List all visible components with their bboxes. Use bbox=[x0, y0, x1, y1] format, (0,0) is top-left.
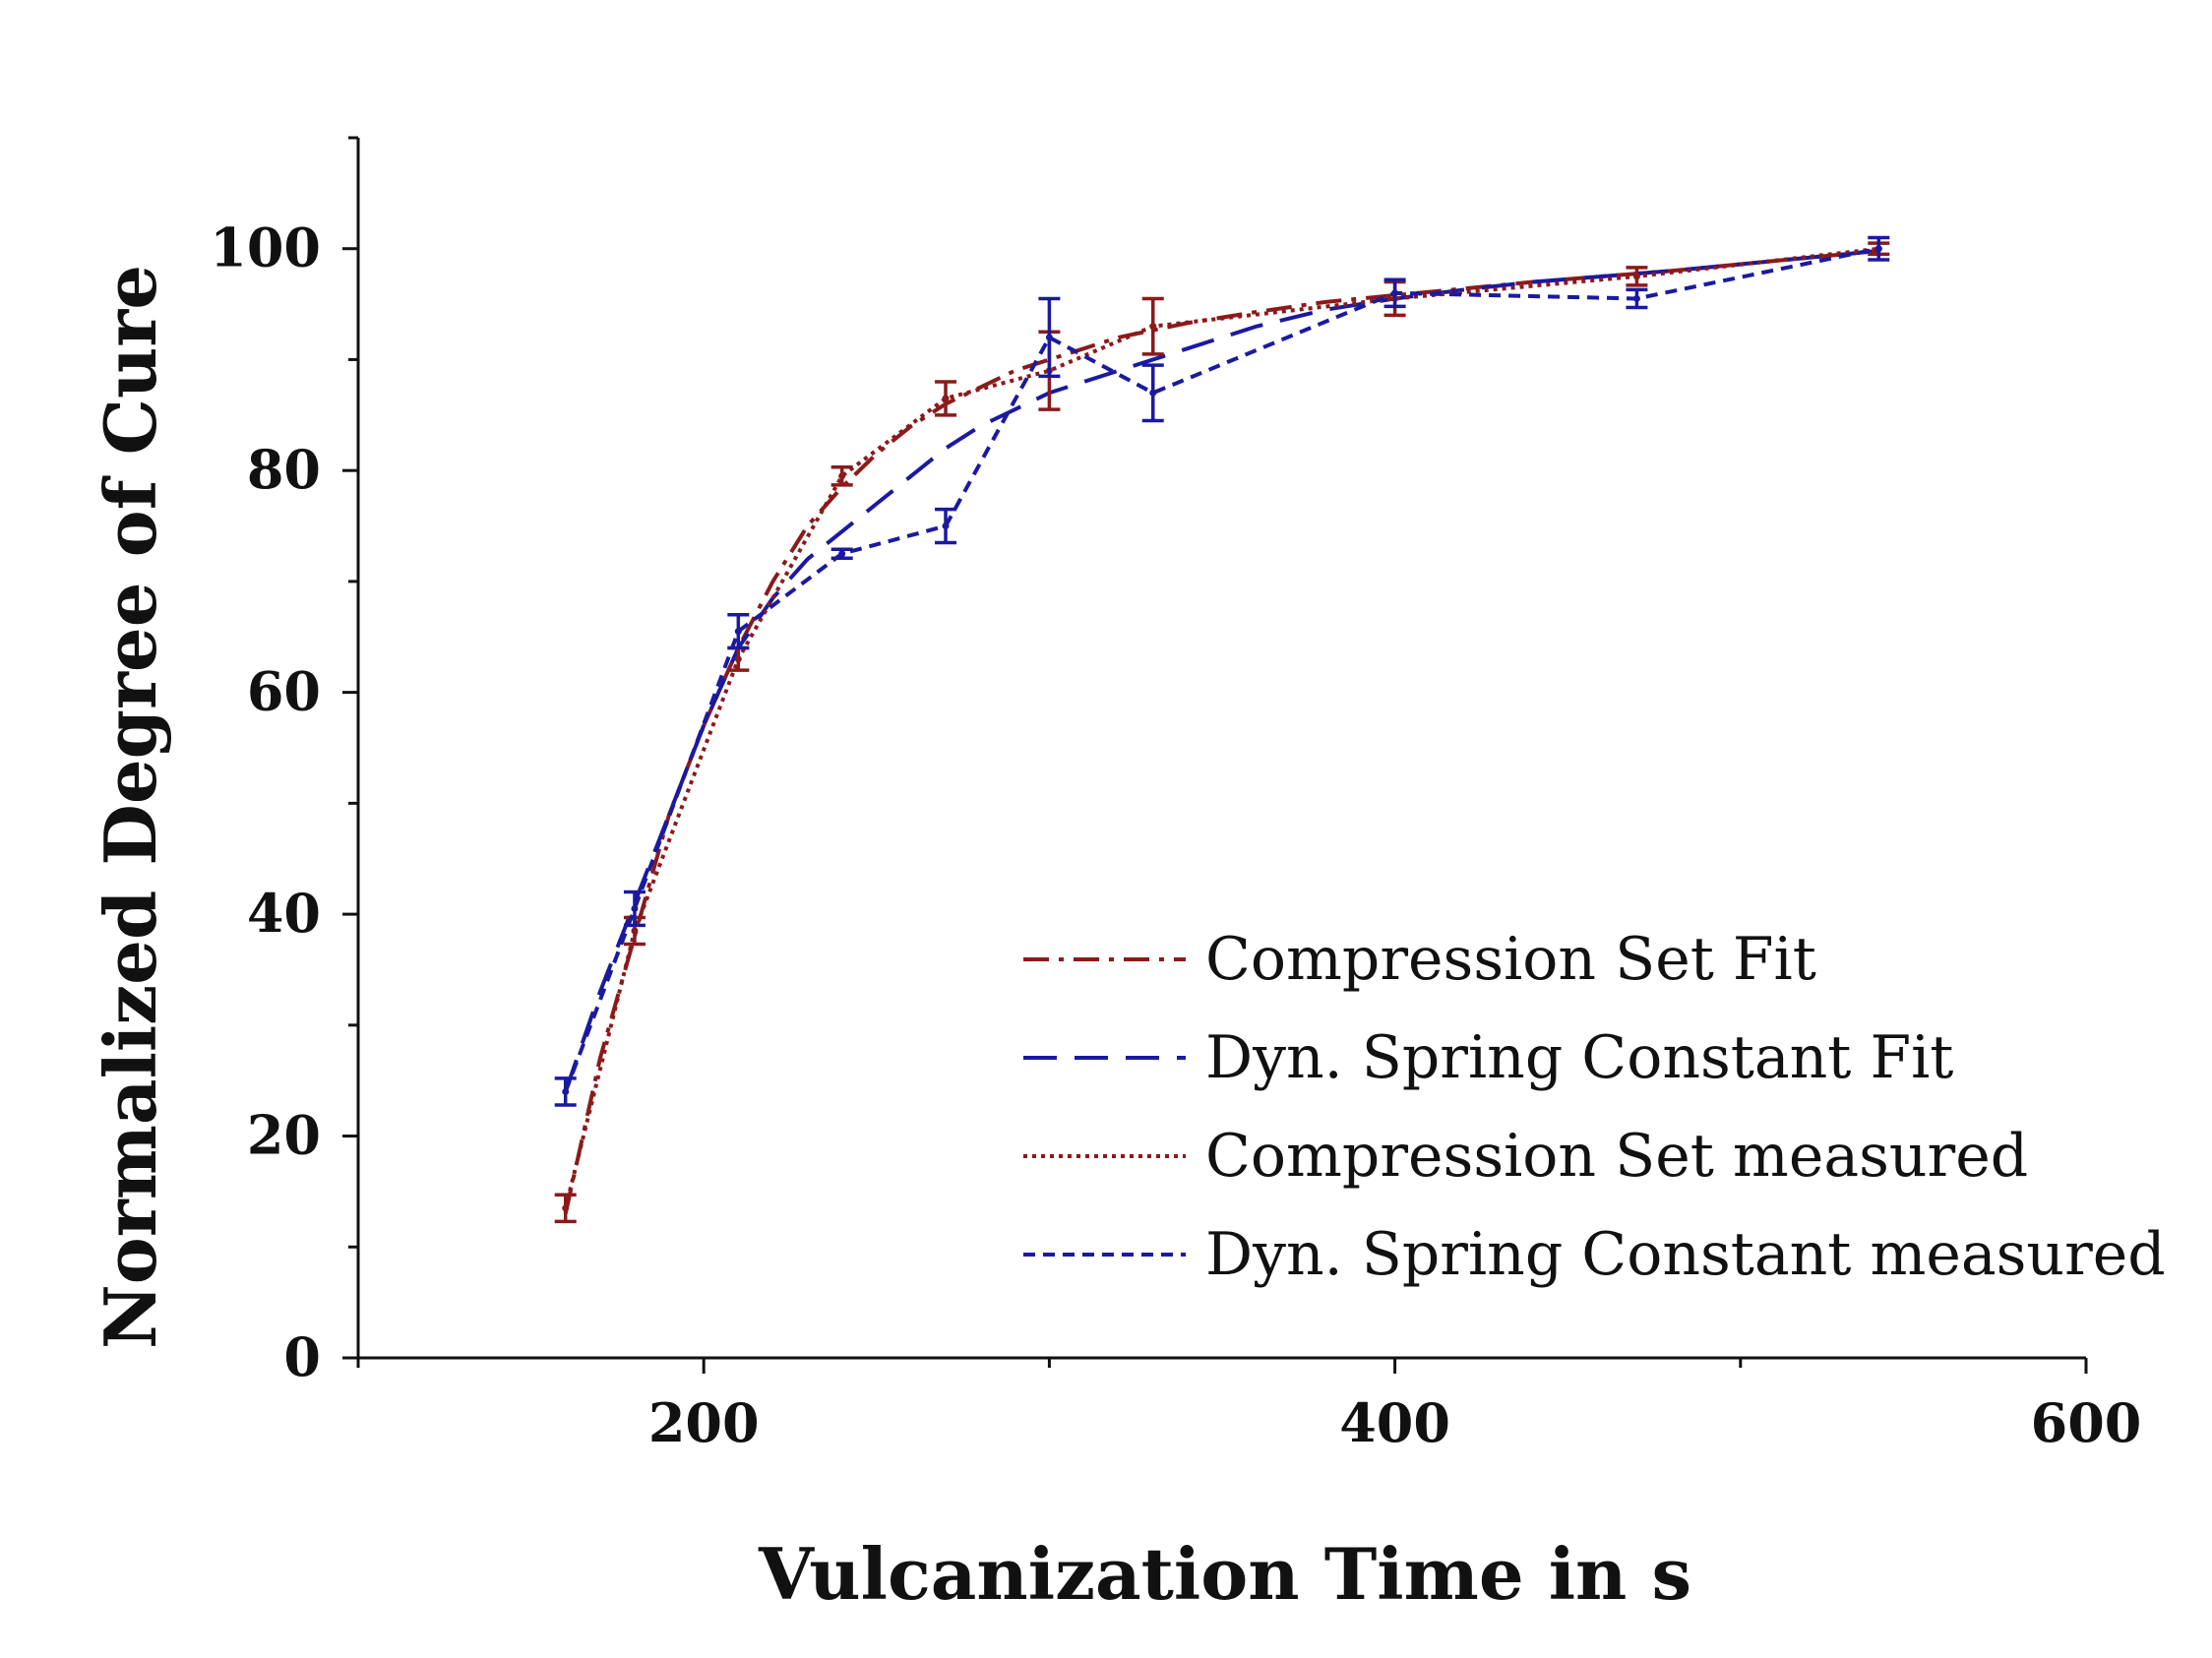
legend-item: Dyn. Spring Constant Fit bbox=[1023, 1023, 1953, 1092]
series-line bbox=[563, 246, 1879, 1093]
error-bar bbox=[830, 465, 853, 487]
legend-label: Dyn. Spring Constant Fit bbox=[1205, 1023, 1953, 1092]
data-point bbox=[1632, 273, 1640, 280]
data-point bbox=[838, 472, 846, 480]
error-bar bbox=[727, 612, 750, 650]
error-bar bbox=[1626, 287, 1648, 310]
data-point bbox=[1391, 289, 1399, 297]
data-point bbox=[562, 1204, 570, 1212]
x-tick-label: 600 bbox=[2031, 1391, 2142, 1454]
error-bar bbox=[623, 890, 645, 928]
error-bar bbox=[1038, 296, 1061, 379]
y-tick-label: 100 bbox=[210, 216, 321, 279]
y-tick-label: 40 bbox=[247, 882, 321, 945]
legend-item: Dyn. Spring Constant measured bbox=[1023, 1220, 2166, 1289]
error-bar bbox=[1383, 277, 1406, 309]
data-point bbox=[838, 550, 846, 558]
error-bar bbox=[554, 1076, 577, 1107]
y-tick-label: 80 bbox=[247, 438, 321, 501]
legend-item: Compression Set measured bbox=[1023, 1122, 2028, 1191]
data-point bbox=[562, 1087, 570, 1095]
error-bar bbox=[1141, 363, 1164, 423]
legend-item: Compression Set Fit bbox=[1023, 925, 1816, 994]
y-tick-label: 20 bbox=[247, 1104, 321, 1167]
error-bar bbox=[1626, 266, 1648, 287]
series-dyn-spring-constant-measured bbox=[554, 235, 1890, 1107]
error-bar bbox=[935, 380, 957, 417]
data-point bbox=[942, 522, 950, 530]
data-point bbox=[1149, 323, 1157, 331]
series-line bbox=[563, 248, 1879, 1214]
x-tick-label: 200 bbox=[648, 1391, 760, 1454]
legend-label: Compression Set Fit bbox=[1205, 925, 1816, 994]
error-bar bbox=[830, 547, 853, 560]
error-bar bbox=[1141, 296, 1164, 356]
data-point bbox=[942, 395, 950, 402]
data-point bbox=[1045, 334, 1053, 341]
series-layer bbox=[554, 235, 1890, 1224]
data-point bbox=[631, 927, 639, 935]
x-axis-title: Vulcanization Time in s bbox=[758, 1532, 1691, 1616]
legend-label: Compression Set measured bbox=[1205, 1122, 2028, 1191]
axis-titles: Vulcanization Time in s Normalized Degre… bbox=[89, 265, 1691, 1616]
series-line bbox=[563, 248, 1879, 1093]
data-point bbox=[734, 655, 742, 663]
error-bar bbox=[1868, 235, 1890, 262]
data-point bbox=[1149, 389, 1157, 397]
legend-label: Dyn. Spring Constant measured bbox=[1205, 1220, 2166, 1289]
y-tick-label: 0 bbox=[283, 1325, 321, 1388]
axes: 200 400 600 0 20 40 60 80 100 bbox=[210, 136, 2142, 1454]
y-axis-title: Normalized Degree of Cure bbox=[89, 265, 172, 1349]
error-bar bbox=[935, 507, 957, 545]
data-point bbox=[631, 904, 639, 912]
series-dyn-spring-constant-fit bbox=[563, 248, 1879, 1093]
data-point bbox=[1874, 245, 1882, 253]
x-tick-label: 400 bbox=[1339, 1391, 1450, 1454]
y-tick-label: 60 bbox=[247, 660, 321, 723]
data-point bbox=[734, 628, 742, 636]
series-compression-set-fit bbox=[563, 248, 1879, 1214]
data-point bbox=[1632, 294, 1640, 302]
legend: Compression Set Fit Dyn. Spring Constant … bbox=[1023, 925, 2166, 1289]
error-bar bbox=[554, 1193, 577, 1224]
